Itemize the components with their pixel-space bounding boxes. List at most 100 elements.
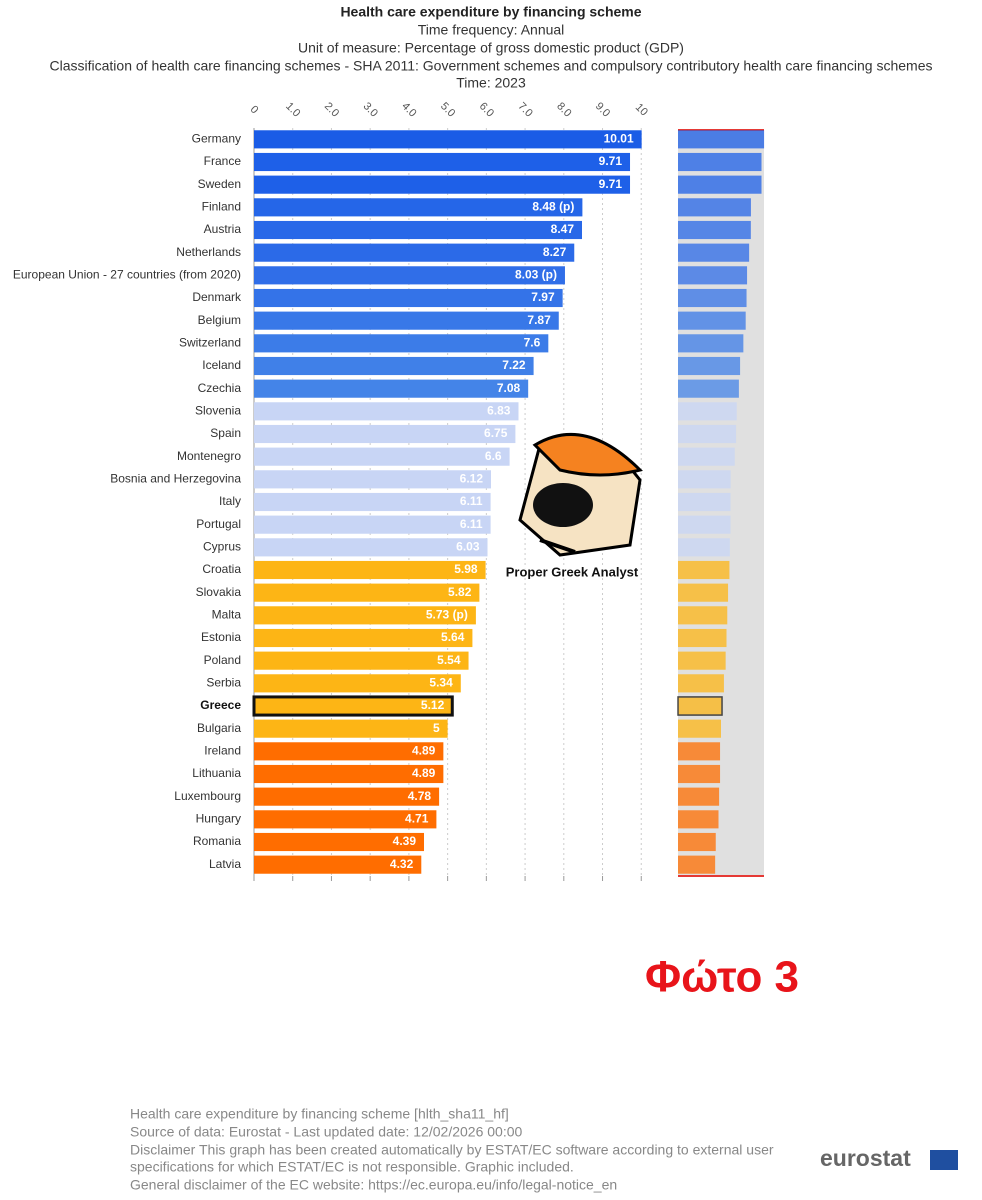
y-tick-label: Estonia [201,630,241,644]
x-tick-label: 10 [633,101,650,118]
overview-bar [678,266,748,285]
overview-bar [677,696,723,716]
logo-text: eurostat [820,1145,911,1171]
cartoon-glasses [533,483,593,527]
bar [254,379,529,398]
y-tick-label: Netherlands [176,245,241,259]
overview-bar [678,742,721,761]
y-tick-label: Denmark [192,290,242,304]
y-tick-label: Luxembourg [174,789,241,803]
bar [254,356,534,376]
value-label: 5 [433,721,440,735]
overview-bar [678,334,744,353]
value-label: 8.47 [551,222,575,236]
x-tick-label: 7.0 [515,100,534,119]
overview-bar [678,538,730,557]
footer-line: Health care expenditure by financing sch… [130,1106,509,1122]
overview-bar [678,243,750,262]
value-label: 5.73 (p) [426,608,468,622]
y-tick-label: Slovakia [196,585,242,599]
x-tick-label: 1.0 [283,100,302,119]
value-label: 5.34 [429,676,453,690]
y-tick-label: Ireland [204,744,241,758]
y-tick-label: Croatia [202,562,241,576]
value-label: 5.64 [441,630,465,644]
y-tick-label: Romania [193,834,241,848]
y-tick-label: Hungary [196,812,241,826]
bar [254,628,473,648]
y-tick-label: Cyprus [203,540,241,554]
bar [254,719,448,738]
overview-bar [678,583,729,602]
value-label: 7.97 [531,290,555,304]
overview-bar [678,764,721,784]
subtitle: Time: 2023 [456,75,526,91]
overview-bar [678,810,719,829]
bar [254,175,631,194]
bar [254,288,563,308]
x-tick-label: 6.0 [477,100,496,119]
value-label: 10.01 [604,132,634,146]
value-label: 9.71 [599,177,623,191]
bar [254,424,516,444]
footer-line: specifications for which ESTAT/EC is not… [130,1159,574,1175]
y-tick-label: Iceland [202,358,241,372]
x-tick-label: 4.0 [399,100,418,119]
value-label: 5.54 [437,653,461,667]
bar [254,266,565,285]
overview-bar [678,651,726,670]
value-label: 6.12 [460,472,484,486]
y-tick-label: Malta [212,608,242,622]
x-tick-label: 9.0 [593,100,612,119]
bar [254,470,491,489]
y-tick-label: Austria [204,222,242,236]
bar [254,515,491,534]
value-label: 4.71 [405,812,429,826]
bar [254,334,549,353]
overview-bar [678,674,724,693]
bar [254,220,583,240]
bar [252,695,454,717]
bar [254,606,476,625]
overview-bar [678,198,751,217]
subtitle: Classification of health care financing … [50,58,933,74]
y-tick-label: Germany [192,132,241,146]
overview-bar [678,220,751,240]
bar [254,810,437,829]
watermark-text: Proper Greek Analyst [506,564,639,579]
overview-bar [678,560,730,580]
overview-bar [678,855,716,874]
y-tick-label: Switzerland [179,336,241,350]
eu-flag [930,1150,958,1170]
bar [254,674,461,693]
y-tick-label: Montenegro [177,449,241,463]
bar [254,243,575,262]
watermark-logo [518,432,643,557]
overview-bar [678,447,735,466]
bar [254,583,480,602]
value-label: 4.89 [412,744,436,758]
bar [254,787,440,806]
value-label: 8.27 [543,245,567,259]
overview-bar [678,356,741,376]
y-tick-label: Poland [204,653,241,667]
value-label: 7.08 [497,381,521,395]
value-label: 7.22 [502,358,526,372]
value-label: 4.39 [393,834,417,848]
overview-bar [678,424,737,444]
bar [254,152,631,172]
value-label: 6.03 [456,540,480,554]
subtitle: Time frequency: Annual [418,22,565,38]
value-label: 9.71 [599,154,623,168]
x-tick-label: 3.0 [361,100,380,119]
overview-bar [678,175,762,194]
overview-bar [678,470,731,489]
y-tick-label: Lithuania [192,766,241,780]
bar [254,832,425,852]
bar [254,130,642,149]
overview-bar [678,719,721,738]
overview-bar [678,288,747,308]
bar [254,855,422,874]
